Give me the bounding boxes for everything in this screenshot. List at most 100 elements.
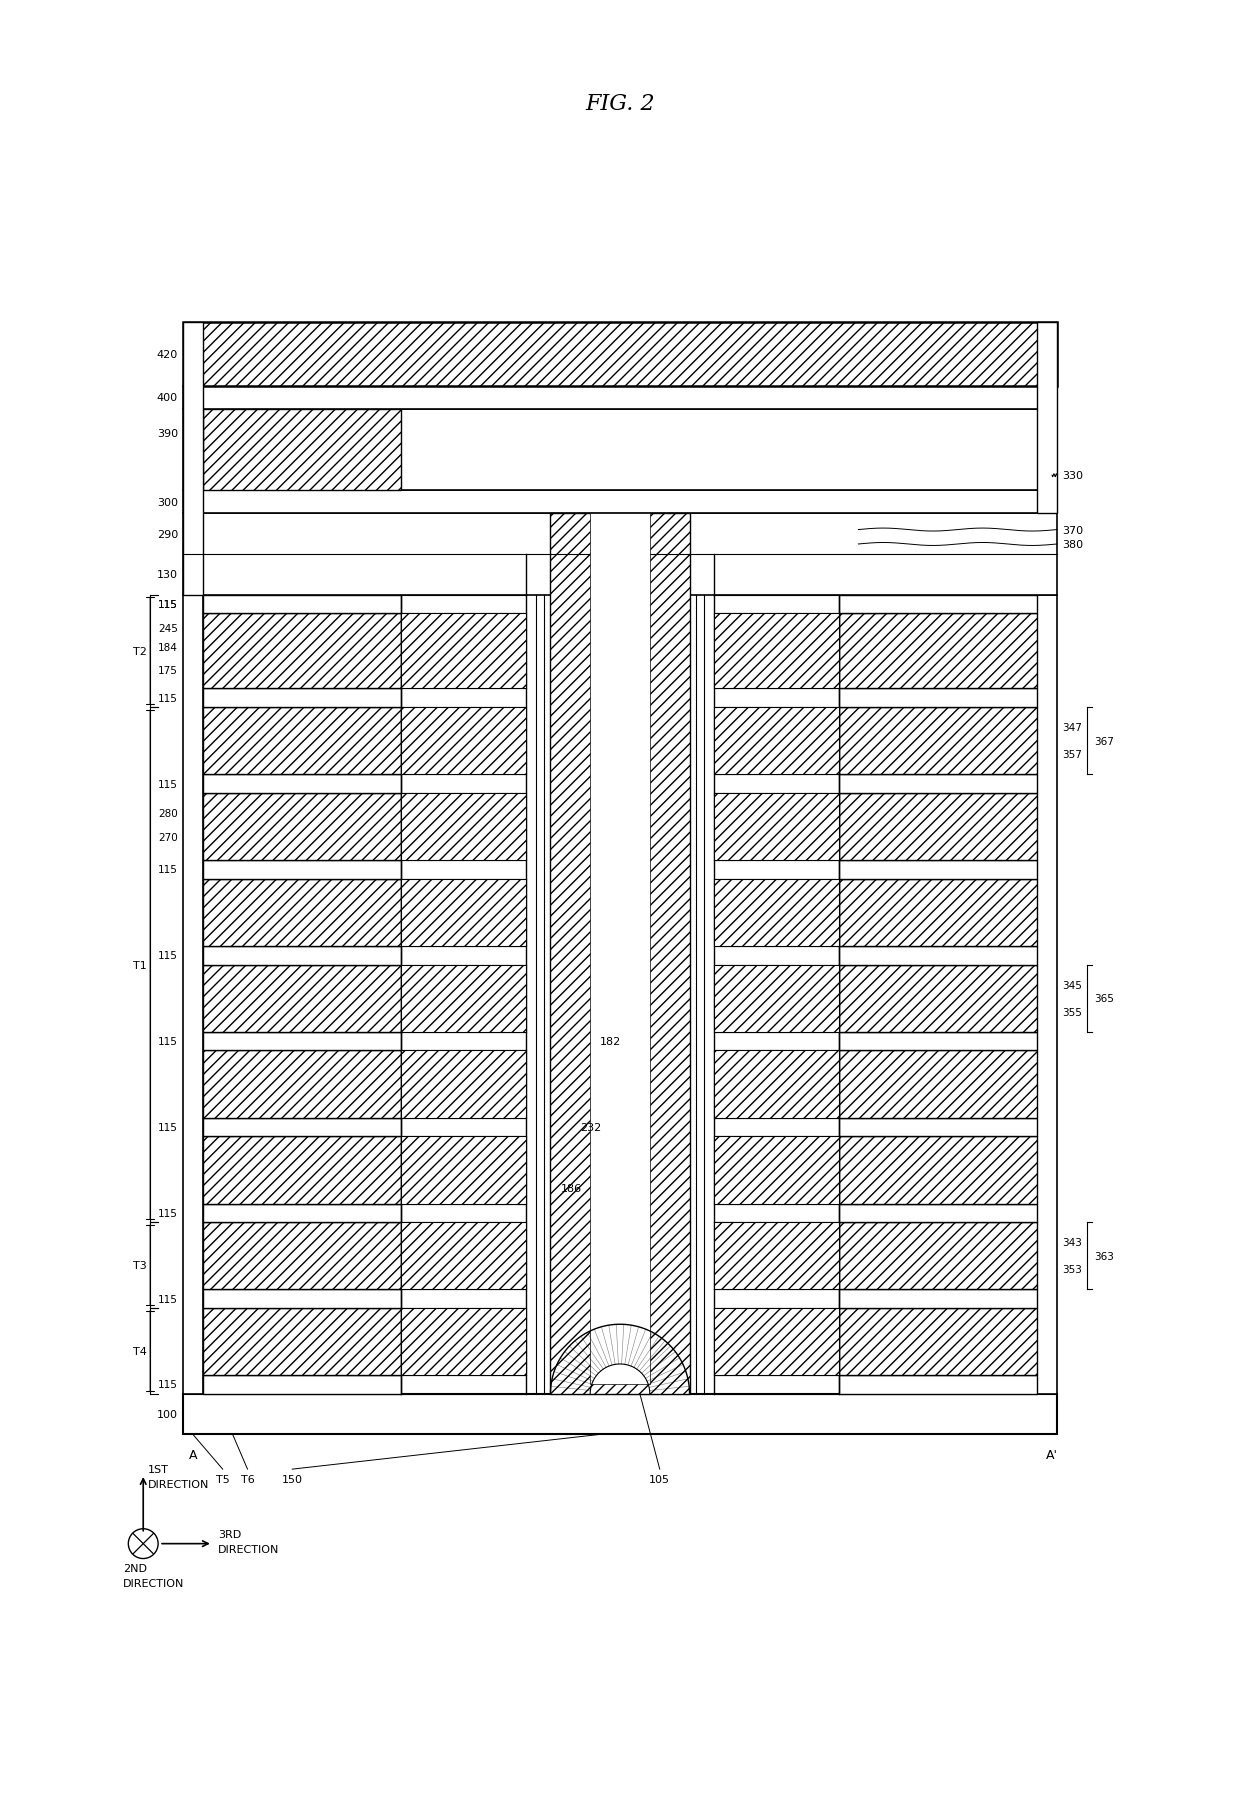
- Bar: [714, 879, 838, 946]
- Text: 115: 115: [159, 1036, 179, 1046]
- Bar: [714, 1050, 838, 1118]
- Bar: [402, 708, 526, 775]
- Text: 115: 115: [159, 599, 179, 610]
- Bar: [714, 708, 838, 775]
- Text: 300: 300: [157, 498, 179, 507]
- Bar: [184, 387, 1056, 410]
- Bar: [838, 1289, 1037, 1309]
- Bar: [402, 613, 526, 689]
- Bar: [714, 793, 838, 861]
- Text: 420: 420: [156, 349, 179, 360]
- Text: 232: 232: [580, 1122, 601, 1133]
- Bar: [184, 322, 203, 595]
- Text: 175: 175: [159, 665, 179, 676]
- Bar: [838, 775, 1037, 793]
- Bar: [203, 1032, 402, 1050]
- Bar: [838, 613, 1037, 689]
- Text: 115: 115: [159, 599, 179, 610]
- Bar: [714, 1309, 838, 1375]
- Text: DIRECTION: DIRECTION: [149, 1480, 210, 1489]
- Bar: [402, 1223, 526, 1289]
- Text: T3: T3: [134, 1260, 148, 1271]
- Bar: [590, 514, 650, 1384]
- Bar: [838, 966, 1037, 1032]
- Text: 1ST: 1ST: [149, 1464, 169, 1474]
- Text: 353: 353: [1061, 1264, 1081, 1275]
- Bar: [838, 1375, 1037, 1393]
- Bar: [402, 1136, 526, 1205]
- Text: 3RD: 3RD: [218, 1528, 241, 1539]
- Bar: [838, 1205, 1037, 1223]
- Text: 115: 115: [159, 1295, 179, 1304]
- Bar: [838, 1032, 1037, 1050]
- Text: 400: 400: [157, 394, 179, 403]
- Bar: [184, 595, 203, 1393]
- Text: T1: T1: [134, 960, 148, 969]
- Bar: [714, 613, 838, 689]
- Bar: [551, 514, 689, 1393]
- Bar: [838, 1118, 1037, 1136]
- Text: 115: 115: [159, 951, 179, 960]
- Bar: [203, 595, 402, 613]
- Bar: [203, 708, 402, 775]
- Text: DIRECTION: DIRECTION: [218, 1544, 279, 1553]
- Text: T5: T5: [216, 1474, 229, 1483]
- Text: 355: 355: [1061, 1007, 1081, 1018]
- Bar: [184, 410, 1056, 491]
- Bar: [203, 1136, 402, 1205]
- Text: 105: 105: [650, 1474, 671, 1483]
- Text: T6: T6: [241, 1474, 254, 1483]
- Bar: [203, 946, 402, 966]
- Bar: [402, 1309, 526, 1375]
- Bar: [203, 410, 402, 491]
- Text: 115: 115: [159, 694, 179, 703]
- Text: 182: 182: [600, 1036, 621, 1046]
- Text: T4: T4: [134, 1347, 148, 1356]
- Text: 363: 363: [1094, 1251, 1114, 1260]
- Bar: [203, 613, 402, 689]
- Text: DIRECTION: DIRECTION: [123, 1579, 185, 1588]
- Bar: [203, 1309, 402, 1375]
- Text: 115: 115: [159, 865, 179, 876]
- Text: 390: 390: [157, 430, 179, 439]
- Bar: [838, 793, 1037, 861]
- Text: 380: 380: [1061, 539, 1083, 550]
- Text: 367: 367: [1094, 735, 1114, 746]
- Bar: [203, 793, 402, 861]
- Text: 330: 330: [1061, 471, 1083, 480]
- Bar: [838, 1050, 1037, 1118]
- Text: T2: T2: [134, 647, 148, 656]
- Bar: [184, 491, 1056, 514]
- Bar: [402, 1050, 526, 1118]
- Bar: [714, 1223, 838, 1289]
- Bar: [838, 1223, 1037, 1289]
- Bar: [714, 966, 838, 1032]
- Bar: [203, 1118, 402, 1136]
- Text: 2ND: 2ND: [123, 1564, 148, 1573]
- Text: 370: 370: [1061, 525, 1083, 536]
- Bar: [184, 1393, 1056, 1435]
- Text: A': A': [1047, 1447, 1058, 1462]
- Bar: [402, 966, 526, 1032]
- Bar: [203, 775, 402, 793]
- Bar: [1037, 595, 1056, 1393]
- Bar: [838, 946, 1037, 966]
- Bar: [203, 1050, 402, 1118]
- Bar: [203, 861, 402, 879]
- Text: 343: 343: [1061, 1237, 1081, 1248]
- Text: 345: 345: [1061, 980, 1081, 991]
- Bar: [203, 1289, 402, 1309]
- Text: 150: 150: [281, 1474, 303, 1483]
- Bar: [203, 1205, 402, 1223]
- Text: 115: 115: [159, 1208, 179, 1217]
- Text: 130: 130: [157, 570, 179, 581]
- Text: 100: 100: [157, 1410, 179, 1419]
- Bar: [838, 861, 1037, 879]
- Bar: [838, 1309, 1037, 1375]
- Bar: [838, 879, 1037, 946]
- Text: 115: 115: [159, 1379, 179, 1390]
- Bar: [838, 689, 1037, 708]
- Bar: [203, 689, 402, 708]
- Bar: [714, 1136, 838, 1205]
- Text: 290: 290: [156, 529, 179, 539]
